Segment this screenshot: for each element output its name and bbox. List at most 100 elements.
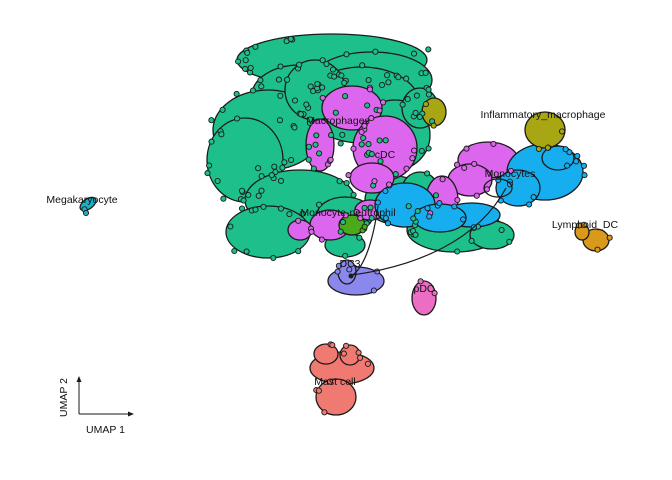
cell-point: [297, 111, 304, 118]
cluster-cdc: [287, 85, 519, 241]
cell-point: [286, 211, 293, 218]
cell-point: [403, 165, 410, 172]
cell-point: [277, 63, 284, 70]
cell-point: [432, 192, 440, 199]
cell-point: [243, 248, 250, 255]
cell-point: [234, 115, 241, 122]
cell-point: [422, 101, 429, 108]
cell-point: [238, 205, 246, 212]
cell-point: [337, 228, 344, 235]
cell-point: [340, 350, 347, 357]
cell-point: [368, 115, 375, 122]
cell-point: [240, 197, 247, 204]
cell-point: [385, 79, 392, 86]
cell-point: [422, 69, 429, 76]
cell-point: [260, 203, 267, 210]
cell-point: [358, 141, 365, 148]
cell-point: [425, 145, 432, 152]
cell-point: [361, 122, 368, 129]
cell-point: [562, 146, 569, 153]
cell-point: [255, 192, 262, 199]
cluster-labels: Macrophages cDC Monocytes Inflammatory_macr…: [46, 109, 618, 388]
cell-point: [328, 132, 335, 139]
cluster-label-dc3: DC3: [339, 258, 360, 270]
cell-point: [507, 167, 514, 174]
cell-point: [235, 58, 242, 65]
cell-point: [313, 132, 320, 139]
cell-point: [257, 77, 264, 84]
cell-point: [430, 122, 437, 129]
cell-point: [468, 237, 475, 244]
cell-point: [416, 113, 423, 121]
cell-point: [341, 79, 348, 86]
cell-point: [417, 278, 424, 285]
cell-point: [535, 145, 542, 153]
cell-point: [413, 92, 420, 99]
cell-point: [564, 162, 571, 169]
cell-point: [319, 57, 326, 64]
trajectory-curve-monocytes-to-dc3: [351, 187, 507, 276]
cell-point: [365, 141, 372, 148]
cell-point: [384, 72, 391, 79]
monocytes-trajectory-loop: [483, 178, 513, 198]
cell-point: [249, 87, 257, 94]
cell-point: [308, 228, 315, 235]
cell-point: [426, 213, 433, 220]
cell-point: [580, 221, 587, 228]
cell-point: [281, 159, 288, 166]
cell-point: [345, 172, 352, 179]
cluster-regions: [79, 33, 613, 416]
cell-point: [431, 290, 438, 297]
cluster-mast-cell: [309, 343, 375, 416]
cluster-region: [411, 280, 437, 316]
cell-point: [204, 170, 211, 177]
cell-point: [360, 134, 367, 142]
cell-point: [291, 124, 298, 131]
cell-point: [412, 109, 419, 116]
cell-point: [606, 234, 613, 241]
cell-point: [275, 76, 282, 83]
umap-x-axis-label: UMAP 1: [86, 424, 125, 436]
cell-point: [368, 151, 375, 158]
cell-point: [312, 141, 319, 148]
cell-point: [334, 268, 341, 275]
cell-point: [342, 252, 349, 259]
cell-point: [303, 101, 310, 108]
cell-point: [252, 43, 259, 50]
cell-point: [296, 61, 303, 68]
cell-point: [342, 93, 349, 100]
cluster-region: [321, 85, 383, 131]
cell-point: [231, 247, 238, 255]
cell-point: [382, 187, 389, 195]
cell-point: [268, 172, 275, 179]
cell-point: [392, 171, 399, 178]
cell-point: [581, 172, 588, 179]
cell-point: [473, 192, 480, 199]
cell-point: [361, 204, 368, 211]
cell-point: [295, 217, 302, 224]
cell-point: [310, 165, 317, 172]
cell-point: [219, 106, 226, 113]
cell-point: [242, 65, 249, 72]
cell-point: [295, 248, 302, 255]
cell-point: [439, 176, 446, 183]
umap-axis-guide: UMAP 1 UMAP 2: [58, 376, 134, 436]
cell-point: [358, 128, 365, 136]
cell-point: [451, 203, 458, 210]
umap-y-axis-arrow-icon: [76, 376, 82, 382]
cell-point: [336, 178, 343, 185]
cell-point: [382, 137, 389, 144]
cell-point: [357, 354, 364, 361]
cell-point: [258, 173, 265, 180]
cell-point: [461, 164, 468, 171]
cluster-label-monocytes: Monocytes: [485, 168, 536, 180]
cell-point: [424, 205, 431, 212]
cell-point: [490, 140, 497, 147]
cell-point: [247, 64, 254, 71]
cell-point: [244, 49, 251, 56]
cluster-pdc: [411, 280, 437, 316]
cell-point: [284, 76, 291, 83]
cell-point: [291, 97, 299, 104]
cell-point: [453, 161, 461, 168]
cell-point: [356, 234, 363, 241]
